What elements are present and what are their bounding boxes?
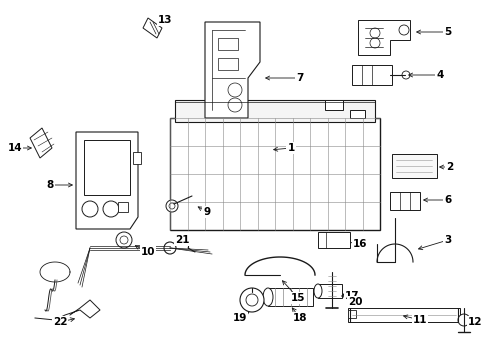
Circle shape: [163, 242, 176, 254]
Bar: [133, 152, 141, 164]
Text: 14: 14: [8, 143, 22, 153]
Bar: [118, 202, 128, 212]
Circle shape: [398, 25, 408, 35]
Text: 9: 9: [203, 207, 210, 217]
Bar: [267, 288, 312, 306]
Bar: [218, 38, 238, 50]
Polygon shape: [142, 18, 162, 38]
Bar: [347, 310, 355, 318]
Text: 18: 18: [292, 313, 306, 323]
Circle shape: [369, 28, 379, 38]
Text: 22: 22: [53, 317, 67, 327]
Bar: [325, 100, 342, 110]
Bar: [389, 192, 419, 210]
Bar: [170, 118, 379, 230]
Bar: [317, 284, 341, 298]
Bar: [349, 110, 364, 118]
Text: 6: 6: [444, 195, 451, 205]
Circle shape: [227, 83, 242, 97]
Bar: [175, 100, 374, 122]
Circle shape: [116, 232, 132, 248]
Circle shape: [227, 98, 242, 112]
Text: 8: 8: [46, 180, 54, 190]
Text: 10: 10: [141, 247, 155, 257]
Polygon shape: [357, 20, 409, 55]
Bar: [347, 308, 459, 322]
Text: 16: 16: [352, 239, 366, 249]
Ellipse shape: [263, 288, 272, 306]
Circle shape: [240, 288, 264, 312]
Polygon shape: [76, 132, 138, 229]
Text: 13: 13: [158, 15, 172, 25]
Text: 5: 5: [444, 27, 451, 37]
Text: 1: 1: [287, 143, 294, 153]
Polygon shape: [30, 128, 52, 158]
Text: 7: 7: [296, 73, 303, 83]
Text: 15: 15: [290, 293, 305, 303]
Text: 20: 20: [347, 297, 362, 307]
Circle shape: [369, 38, 379, 48]
Circle shape: [82, 201, 98, 217]
Circle shape: [245, 294, 258, 306]
Bar: [204, 100, 224, 112]
Circle shape: [120, 236, 128, 244]
Bar: [218, 58, 238, 70]
Circle shape: [165, 200, 178, 212]
Text: 11: 11: [412, 315, 427, 325]
Text: 17: 17: [344, 291, 359, 301]
Bar: [391, 154, 436, 178]
Bar: [351, 65, 391, 85]
Text: 21: 21: [174, 235, 189, 245]
Text: 2: 2: [446, 162, 453, 172]
Polygon shape: [204, 22, 260, 118]
Circle shape: [169, 203, 175, 209]
Circle shape: [401, 71, 409, 79]
Circle shape: [457, 314, 469, 326]
Bar: [84, 140, 130, 195]
Circle shape: [103, 201, 119, 217]
Text: 12: 12: [467, 317, 481, 327]
Text: 4: 4: [435, 70, 443, 80]
Bar: [317, 232, 349, 248]
Text: 3: 3: [444, 235, 451, 245]
Text: 19: 19: [232, 313, 246, 323]
Ellipse shape: [313, 284, 321, 298]
